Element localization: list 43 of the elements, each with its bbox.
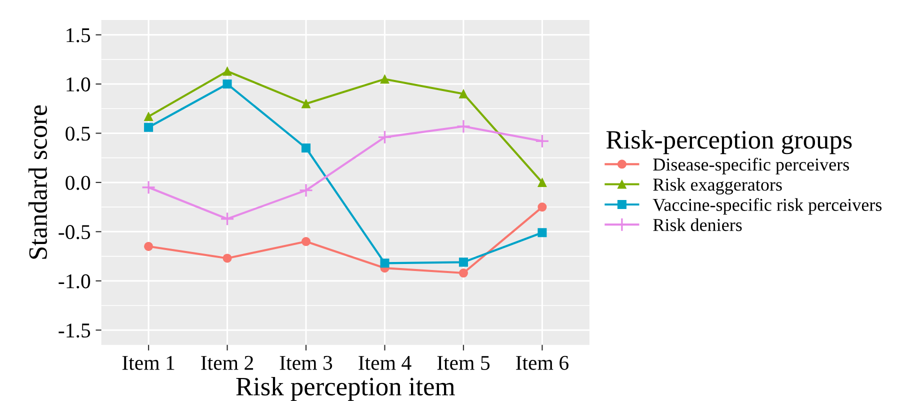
point (301, 143, 311, 153)
point (298, 183, 314, 198)
x-tick-label: Item 2 (201, 356, 254, 370)
legend-label: Risk exaggerators (653, 178, 782, 194)
point (458, 89, 468, 98)
point (458, 268, 468, 278)
point (538, 178, 547, 187)
point (220, 212, 234, 226)
point (222, 66, 232, 76)
y-tick-label: 1.0 (66, 77, 90, 92)
point (144, 122, 154, 132)
x-tick-label: Item 6 (516, 356, 568, 370)
y-tick-label: 0.5 (66, 126, 90, 141)
point (378, 130, 392, 144)
y-tick-label: 1.5 (66, 28, 90, 42)
x-tick-label: Item 1 (122, 356, 174, 370)
point (141, 180, 156, 194)
point (458, 258, 468, 267)
y-axis-title: Standard score (28, 105, 47, 259)
point (301, 236, 311, 246)
legend-title: Risk-perception groups (606, 130, 852, 154)
point (144, 112, 154, 122)
y-tick-label: 0.0 (66, 176, 90, 190)
y-tick-label: -0.5 (58, 225, 90, 240)
point (538, 202, 547, 212)
point (380, 258, 390, 268)
point (301, 99, 311, 108)
point (535, 134, 550, 148)
point (538, 228, 547, 238)
point (144, 242, 154, 251)
legend-label: Vaccine-specific risk perceivers (652, 198, 882, 215)
x-tick-label: Item 5 (437, 356, 490, 370)
x-tick-label: Item 3 (280, 356, 332, 370)
x-tick-label: Item 4 (358, 356, 412, 370)
point (380, 74, 390, 84)
point (456, 119, 471, 134)
point (222, 254, 232, 263)
point (222, 80, 232, 89)
legend-label: Risk deniers (653, 218, 742, 232)
legend-label: Disease-specific perceivers (653, 158, 849, 174)
y-tick-label: -1.5 (58, 324, 90, 338)
x-axis-title: Risk perception item (236, 376, 455, 401)
y-tick-label: -1.0 (58, 274, 90, 288)
